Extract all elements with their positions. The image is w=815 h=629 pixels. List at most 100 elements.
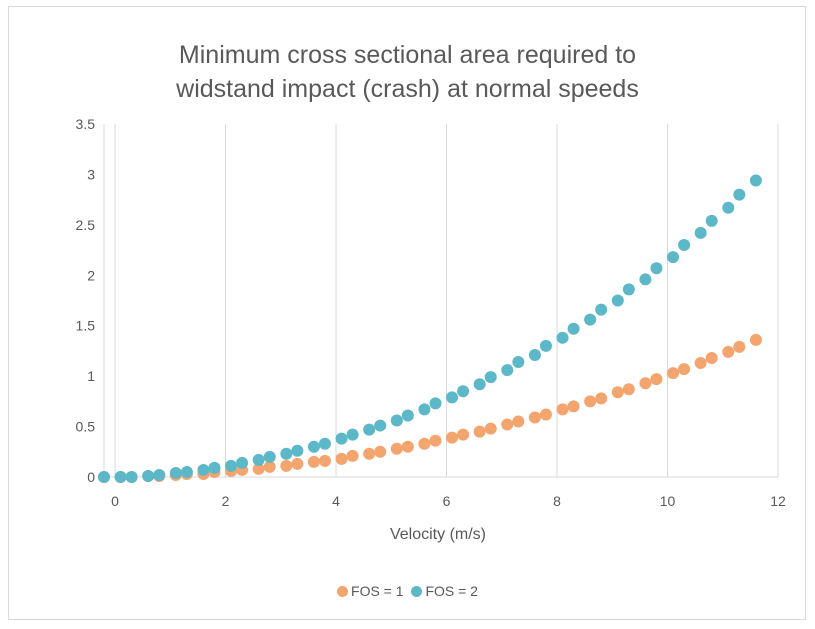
data-point-series-2 xyxy=(705,214,718,227)
data-point-series-1 xyxy=(512,415,525,428)
data-point-series-1 xyxy=(705,351,718,364)
y-tick-label: 3.5 xyxy=(76,116,96,132)
data-point-series-2 xyxy=(98,471,110,483)
x-tick-label: 6 xyxy=(443,493,451,509)
data-point-series-2 xyxy=(667,251,680,264)
data-point-series-1 xyxy=(346,449,359,462)
data-point-series-2 xyxy=(429,397,442,410)
legend-item-fos-2: FOS = 2 xyxy=(411,583,478,599)
data-point-series-2 xyxy=(584,313,597,326)
data-point-series-2 xyxy=(733,188,746,201)
data-point-series-2 xyxy=(650,262,663,275)
data-point-series-2 xyxy=(142,469,155,482)
data-point-series-1 xyxy=(678,363,691,376)
data-point-series-2 xyxy=(374,419,387,432)
legend-item-fos-1: FOS = 1 xyxy=(337,583,404,599)
data-point-series-1 xyxy=(722,345,735,358)
data-point-series-2 xyxy=(401,409,414,422)
data-point-series-2 xyxy=(749,174,762,187)
data-point-series-1 xyxy=(446,431,459,444)
data-point-series-1 xyxy=(363,447,376,460)
data-point-series-2 xyxy=(252,453,265,466)
chart-title: Minimum cross sectional area required to… xyxy=(0,38,815,106)
data-point-series-2 xyxy=(722,201,735,214)
data-point-series-2 xyxy=(169,466,182,479)
x-tick-label: 8 xyxy=(553,493,561,509)
data-point-series-2 xyxy=(125,471,138,483)
data-point-series-2 xyxy=(153,468,166,481)
y-tick-label: 0 xyxy=(87,469,95,485)
data-point-series-1 xyxy=(307,455,320,468)
data-point-series-1 xyxy=(611,386,624,399)
y-tick-label: 0.5 xyxy=(76,419,96,435)
data-point-series-2 xyxy=(346,428,359,441)
data-point-series-2 xyxy=(335,432,348,445)
data-point-series-1 xyxy=(584,395,597,408)
data-point-series-2 xyxy=(418,403,431,416)
data-point-series-1 xyxy=(263,460,276,473)
data-point-series-1 xyxy=(318,454,331,467)
legend-label-fos-1: FOS = 1 xyxy=(351,583,404,599)
data-point-series-1 xyxy=(650,373,663,386)
data-point-series-2 xyxy=(307,440,320,453)
data-point-series-1 xyxy=(556,403,569,416)
data-point-series-1 xyxy=(501,418,514,431)
data-point-series-1 xyxy=(374,445,387,458)
data-point-series-2 xyxy=(639,273,652,286)
chart-title-line-2: widstand impact (crash) at normal speeds xyxy=(176,75,639,103)
data-point-series-1 xyxy=(291,457,304,470)
data-point-series-1 xyxy=(733,340,746,353)
data-point-series-2 xyxy=(208,461,221,474)
data-point-series-2 xyxy=(318,437,331,450)
data-point-series-1 xyxy=(401,440,414,453)
data-point-series-2 xyxy=(501,364,514,377)
data-point-series-2 xyxy=(457,385,470,398)
data-point-series-2 xyxy=(225,459,238,472)
data-point-series-2 xyxy=(694,226,707,239)
data-point-series-1 xyxy=(473,425,486,438)
y-tick-label: 1.5 xyxy=(76,318,96,334)
data-point-series-1 xyxy=(252,462,265,475)
data-point-series-2 xyxy=(556,331,569,344)
data-point-series-2 xyxy=(280,447,293,460)
data-point-series-1 xyxy=(280,459,293,472)
legend-label-fos-2: FOS = 2 xyxy=(425,583,478,599)
data-point-series-1 xyxy=(429,434,442,447)
data-point-series-1 xyxy=(390,442,403,455)
x-tick-label: 12 xyxy=(770,493,786,509)
x-tick-label: 2 xyxy=(222,493,230,509)
data-point-series-1 xyxy=(749,333,762,346)
data-point-series-1 xyxy=(484,422,497,435)
legend-marker-fos-2 xyxy=(411,585,423,597)
data-point-series-2 xyxy=(539,339,552,352)
data-point-series-1 xyxy=(595,392,608,405)
data-point-series-2 xyxy=(180,465,193,478)
data-point-series-2 xyxy=(528,348,541,361)
data-point-series-2 xyxy=(473,378,486,391)
chart-title-line-1: Minimum cross sectional area required to xyxy=(178,41,637,69)
data-point-series-1 xyxy=(622,383,635,396)
data-point-series-2 xyxy=(363,423,376,436)
data-point-series-1 xyxy=(457,428,470,441)
x-tick-label: 10 xyxy=(660,493,676,509)
data-point-series-2 xyxy=(567,322,580,335)
data-point-series-2 xyxy=(390,414,403,427)
data-point-series-2 xyxy=(263,450,276,463)
data-point-series-2 xyxy=(291,444,304,457)
x-tick-label: 4 xyxy=(332,493,340,509)
data-point-series-2 xyxy=(197,463,210,476)
y-tick-label: 2 xyxy=(87,267,95,283)
data-point-series-2 xyxy=(114,471,127,483)
data-point-series-1 xyxy=(335,452,348,465)
data-point-series-2 xyxy=(611,294,624,307)
data-point-series-2 xyxy=(595,303,608,316)
data-point-series-2 xyxy=(678,239,691,252)
data-point-series-2 xyxy=(446,391,459,404)
x-axis-title: Velocity (m/s) xyxy=(390,526,486,543)
data-point-series-1 xyxy=(528,411,541,424)
chart-area xyxy=(8,6,806,620)
data-point-series-1 xyxy=(567,400,580,413)
data-point-series-2 xyxy=(484,371,497,384)
data-point-series-1 xyxy=(667,367,680,380)
